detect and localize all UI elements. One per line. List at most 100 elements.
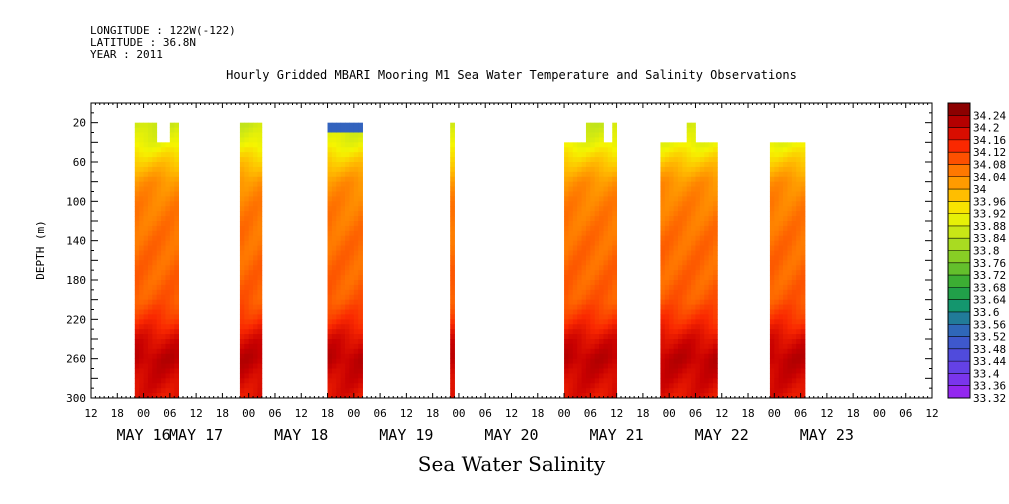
heatmap-cell xyxy=(353,152,359,158)
heatmap-cell xyxy=(139,191,144,197)
heatmap-cell xyxy=(695,142,701,148)
heatmap-cell xyxy=(336,358,342,364)
heatmap-cell xyxy=(345,265,350,271)
heatmap-cell xyxy=(708,388,714,394)
heatmap-cell xyxy=(336,260,342,266)
heatmap-cell xyxy=(590,309,596,315)
heatmap-cell xyxy=(169,181,175,187)
heatmap-cell xyxy=(139,294,144,301)
heatmap-cell xyxy=(156,353,162,360)
heatmap-cell xyxy=(358,348,363,355)
heatmap-cell xyxy=(253,211,258,217)
heatmap-cell xyxy=(699,191,705,197)
heatmap-cell xyxy=(708,383,714,389)
heatmap-cell xyxy=(358,250,363,256)
heatmap-cell xyxy=(704,201,710,207)
heatmap-cell xyxy=(169,216,175,222)
heatmap-cell xyxy=(143,309,149,315)
heatmap-cell xyxy=(769,142,775,148)
colorbar-swatch xyxy=(948,336,970,350)
heatmap-cell xyxy=(139,216,144,222)
heatmap-cells xyxy=(134,122,806,399)
heatmap-cell xyxy=(585,275,591,281)
heatmap-cell xyxy=(682,334,688,340)
heatmap-cell xyxy=(769,196,775,202)
heatmap-cell xyxy=(704,250,710,256)
heatmap-cell xyxy=(695,363,701,369)
heatmap-cell xyxy=(581,304,587,310)
heatmap-cell xyxy=(594,230,600,237)
heatmap-cell xyxy=(244,211,250,217)
heatmap-cell xyxy=(152,358,158,364)
heatmap-cell xyxy=(682,240,688,246)
heatmap-cell xyxy=(682,393,688,399)
heatmap-cell xyxy=(152,289,158,296)
heatmap-cell xyxy=(450,162,455,168)
heatmap-cell xyxy=(331,235,337,242)
heatmap-cell xyxy=(253,280,258,286)
heatmap-cell xyxy=(257,378,263,384)
heatmap-cell xyxy=(248,221,254,227)
heatmap-cell xyxy=(704,157,710,163)
heatmap-cell xyxy=(134,137,140,143)
heatmap-cell xyxy=(331,186,337,192)
heatmap-cell xyxy=(568,343,574,350)
heatmap-cell xyxy=(603,176,609,183)
heatmap-cell xyxy=(156,171,162,178)
heatmap-cell xyxy=(796,329,801,335)
heatmap-cell xyxy=(590,270,596,276)
heatmap-cell xyxy=(796,196,801,202)
heatmap-cell xyxy=(581,196,587,202)
heatmap-cell xyxy=(572,186,578,192)
heatmap-cell xyxy=(568,280,574,286)
heatmap-cell xyxy=(791,393,797,399)
heatmap-cell xyxy=(253,353,258,360)
heatmap-cell xyxy=(572,171,578,178)
heatmap-cell xyxy=(774,314,780,320)
heatmap-cell xyxy=(769,191,775,197)
heatmap-cell xyxy=(327,378,333,384)
heatmap-cell xyxy=(248,186,254,192)
heatmap-cell xyxy=(660,383,666,389)
heatmap-cell xyxy=(585,339,591,345)
heatmap-cell xyxy=(712,339,718,345)
heatmap-cell xyxy=(778,147,784,153)
heatmap-cell xyxy=(349,162,355,168)
heatmap-cell xyxy=(599,171,604,178)
heatmap-cell xyxy=(660,221,666,227)
heatmap-cell xyxy=(599,309,604,315)
heatmap-cell xyxy=(345,284,350,291)
heatmap-cell xyxy=(787,142,793,148)
heatmap-cell xyxy=(349,152,355,158)
heatmap-cell xyxy=(783,147,788,153)
heatmap-cell xyxy=(572,181,578,187)
heatmap-cell xyxy=(568,284,574,291)
heatmap-cell xyxy=(599,388,604,394)
heatmap-cell xyxy=(686,353,692,360)
heatmap-cell xyxy=(791,324,797,330)
heatmap-cell xyxy=(568,211,574,217)
heatmap-cell xyxy=(349,393,355,399)
heatmap-cell xyxy=(568,324,574,330)
heatmap-cell xyxy=(682,284,688,291)
heatmap-cell xyxy=(156,358,162,364)
heatmap-cell xyxy=(336,363,342,369)
heatmap-cell xyxy=(139,348,144,355)
heatmap-cell xyxy=(577,142,582,148)
heatmap-cell xyxy=(134,186,140,192)
heatmap-cell xyxy=(568,358,574,364)
heatmap-cell xyxy=(686,299,692,305)
heatmap-cell xyxy=(331,225,337,232)
heatmap-cell xyxy=(704,378,710,384)
heatmap-cell xyxy=(244,324,250,330)
heatmap-cell xyxy=(704,240,710,246)
heatmap-cell xyxy=(612,284,618,291)
heatmap-cell xyxy=(331,314,337,320)
heatmap-cell xyxy=(599,289,604,296)
heatmap-cell xyxy=(345,191,350,197)
heatmap-cell xyxy=(708,378,714,384)
heatmap-cell xyxy=(682,221,688,227)
heatmap-cell xyxy=(669,368,674,374)
heatmap-cell xyxy=(174,206,179,212)
heatmap-cell xyxy=(139,339,144,345)
